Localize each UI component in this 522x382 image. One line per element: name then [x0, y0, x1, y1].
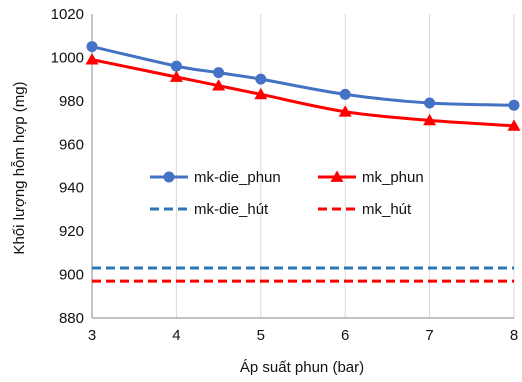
data-point	[339, 88, 351, 100]
legend-label: mk-die_phun	[194, 169, 281, 186]
data-point	[507, 119, 521, 131]
legend-item-mk-die_phun: mk-die_phun	[150, 169, 281, 186]
data-point	[86, 41, 98, 53]
x-tick-label: 4	[172, 327, 180, 344]
legend: mk-die_phun mk_phun mk-die_hút mk_hút	[150, 169, 424, 218]
x-tick-label: 8	[510, 327, 518, 344]
legend-label: mk_phun	[362, 169, 424, 186]
legend-label: mk_hút	[362, 201, 412, 218]
legend-marker	[163, 171, 175, 183]
data-point	[254, 87, 268, 100]
data-point	[423, 113, 437, 126]
y-tick-label: 900	[59, 267, 84, 284]
y-tick-label: 1020	[51, 6, 84, 23]
data-point	[170, 60, 182, 72]
x-tick-label: 6	[341, 327, 349, 344]
data-point	[508, 99, 520, 111]
grid	[91, 14, 515, 318]
x-tick-label: 5	[257, 327, 265, 344]
x-tick-label: 7	[425, 327, 433, 344]
legend-marker	[330, 170, 344, 182]
data-point	[255, 73, 267, 85]
data-point	[338, 105, 352, 117]
y-tick-label: 960	[59, 136, 84, 153]
series-line-mk-die_phun	[91, 45, 515, 107]
legend-item-mk_hút: mk_hút	[318, 201, 412, 218]
axes: 880 900 920 940 960 980 1000 1020 3 4 5 6 7 8	[51, 6, 519, 344]
y-tick-label: 980	[59, 93, 84, 110]
legend-label: mk-die_hút	[194, 201, 269, 218]
series-line-mk_phun	[91, 58, 515, 128]
series-group	[85, 41, 521, 283]
y-axis-label: Khối lượng hỗm hợp (mg)	[11, 81, 28, 254]
x-axis-label: Áp suất phun (bar)	[240, 359, 364, 376]
series-mk-die_phun	[86, 41, 520, 111]
y-tick-label: 1000	[51, 49, 84, 66]
y-tick-label: 920	[59, 223, 84, 240]
x-tick-label: 3	[88, 327, 96, 344]
series-mk_phun	[85, 53, 521, 131]
data-point	[85, 53, 99, 65]
data-point	[169, 70, 183, 82]
y-tick-label: 940	[59, 180, 84, 197]
legend-item-mk-die_hút: mk-die_hút	[150, 201, 269, 218]
y-tick-label: 880	[59, 310, 84, 327]
data-point	[212, 79, 226, 91]
data-point	[424, 97, 436, 109]
data-point	[213, 67, 225, 79]
legend-item-mk_phun: mk_phun	[318, 169, 424, 186]
